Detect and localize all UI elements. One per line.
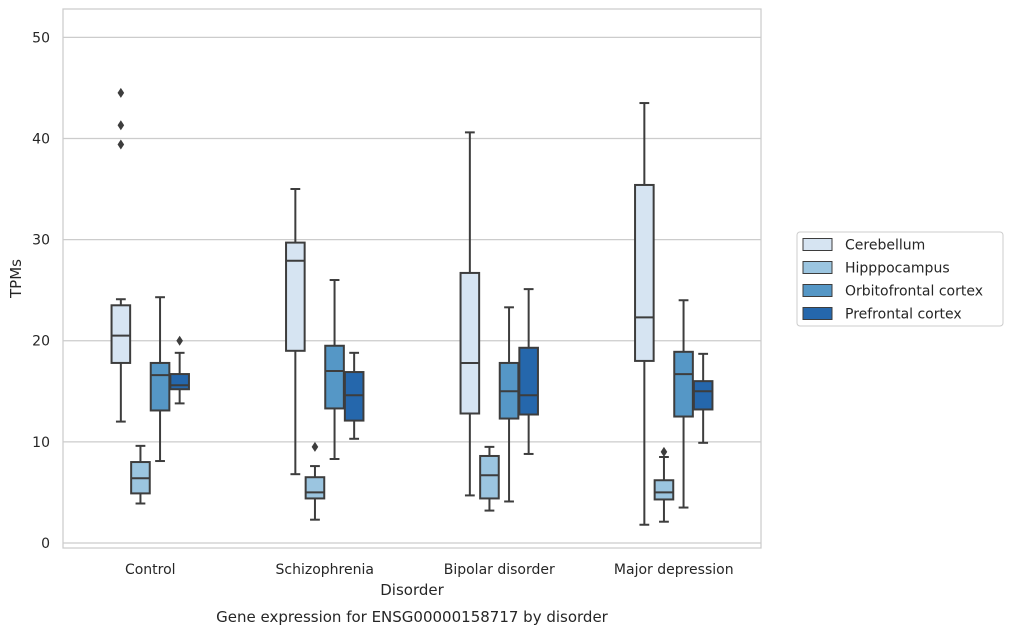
box-0-2 xyxy=(149,296,171,463)
legend-label: Cerebellum xyxy=(845,238,925,254)
outlier-point xyxy=(176,335,183,346)
chart-caption: Gene expression for ENSG00000158717 by d… xyxy=(216,608,609,626)
box-iqr xyxy=(110,304,132,364)
y-axis-label: TPMs xyxy=(7,259,25,299)
box-3-3 xyxy=(692,352,714,444)
box-iqr xyxy=(479,454,500,500)
box-iqr xyxy=(149,361,171,412)
y-tick-label: 30 xyxy=(32,233,50,249)
x-tick-labels: Control Schizophrenia Bipolar disorder Majo… xyxy=(125,562,734,578)
legend-swatch xyxy=(802,284,833,297)
box-iqr xyxy=(169,373,190,391)
y-tick-label: 0 xyxy=(41,536,50,552)
x-tick-label: Control xyxy=(125,562,176,578)
y-tick-label: 40 xyxy=(32,131,50,147)
boxes-layer xyxy=(110,87,714,526)
box-iqr xyxy=(692,380,714,411)
legend-swatch xyxy=(802,261,833,274)
box-iqr xyxy=(285,241,306,352)
legend-frame xyxy=(796,231,1004,327)
box-0-1 xyxy=(130,444,151,505)
outlier-point xyxy=(117,87,125,98)
box-iqr xyxy=(673,350,694,418)
legend-label: Orbitofrontal cortex xyxy=(845,284,983,300)
box-iqr xyxy=(459,271,481,415)
box-iqr xyxy=(304,476,326,500)
box-iqr xyxy=(653,479,675,501)
y-tick-label: 50 xyxy=(32,30,50,46)
legend: Cerebellum Hipppocampus Orbitofrontal cort… xyxy=(796,231,1004,327)
x-tick-label: Major depression xyxy=(614,562,734,578)
box-2-0 xyxy=(459,131,481,497)
box-2-3 xyxy=(518,288,539,455)
box-0-3 xyxy=(169,335,190,405)
y-tick-labels: 0 10 20 30 40 50 xyxy=(32,30,50,552)
plot-area-frame xyxy=(62,8,762,549)
legend-swatch xyxy=(802,307,833,320)
x-axis-label: Disorder xyxy=(380,581,444,599)
box-1-3 xyxy=(343,351,365,440)
box-iqr xyxy=(634,183,655,362)
outlier-point xyxy=(117,139,125,150)
legend-label: Hipppocampus xyxy=(845,261,950,277)
x-tick-label: Bipolar disorder xyxy=(444,562,555,578)
box-3-1 xyxy=(653,446,675,523)
box-3-2 xyxy=(673,299,694,509)
box-iqr xyxy=(343,371,365,422)
outlier-point xyxy=(117,120,125,131)
x-tick-label: Schizophrenia xyxy=(276,562,374,578)
box-2-1 xyxy=(479,445,500,512)
legend-label: Prefrontal cortex xyxy=(845,307,962,323)
box-1-1 xyxy=(304,441,326,521)
box-2-2 xyxy=(498,306,520,503)
y-tick-label: 20 xyxy=(32,334,50,350)
y-tick-label: 10 xyxy=(32,435,50,451)
outlier-point xyxy=(311,441,319,452)
box-1-2 xyxy=(324,279,345,461)
legend-swatch xyxy=(802,238,833,251)
box-3-0 xyxy=(634,102,655,526)
box-iqr xyxy=(518,346,539,416)
box-0-0 xyxy=(110,87,132,423)
box-iqr xyxy=(324,344,345,410)
box-1-0 xyxy=(285,188,306,476)
outlier-point xyxy=(660,446,668,457)
grid xyxy=(63,36,761,544)
